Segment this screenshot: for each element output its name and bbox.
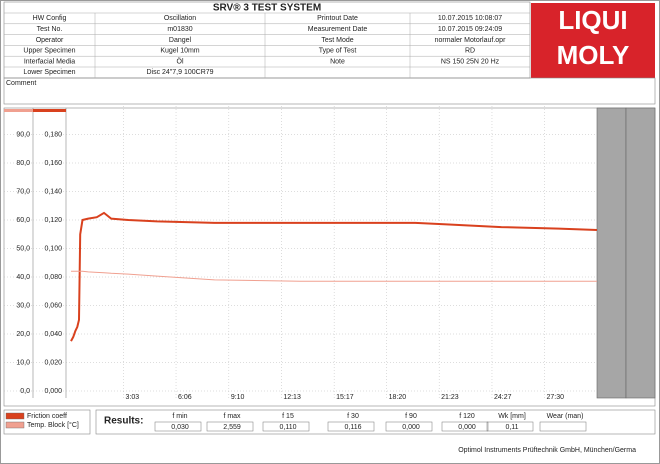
y-tick-label: 0,060 bbox=[44, 302, 62, 309]
result-name: f 30 bbox=[347, 413, 359, 420]
result-box bbox=[486, 421, 534, 432]
header-cell: normaler Motorlauf.opr bbox=[435, 37, 506, 44]
y-tick-label: 0,020 bbox=[44, 359, 62, 366]
y2-tick-label: 40,0 bbox=[16, 274, 30, 281]
results-box bbox=[95, 409, 656, 435]
y-tick-label: 0,040 bbox=[44, 331, 62, 338]
header-cell: Type of Test bbox=[319, 48, 357, 55]
comment-label: Comment bbox=[6, 80, 36, 87]
gray-panel bbox=[596, 107, 627, 399]
header-cell: Test No. bbox=[37, 26, 63, 33]
legend-label: Friction coeff bbox=[27, 413, 67, 420]
header-frame bbox=[3, 1, 531, 79]
y2-tick-label: 80,0 bbox=[16, 160, 30, 167]
data-line bbox=[71, 270, 597, 282]
x-tick-label: 24:27 bbox=[494, 394, 512, 401]
y2-tick-label: 90,0 bbox=[16, 131, 30, 138]
x-tick-label: 18:20 bbox=[389, 394, 407, 401]
y-tick-label: 0,120 bbox=[44, 217, 62, 224]
data-line bbox=[70, 211, 598, 342]
y-tick-label: 0,100 bbox=[44, 245, 62, 252]
result-value: 0,000 bbox=[402, 424, 420, 431]
logo-text: MOLY bbox=[557, 40, 630, 70]
result-box bbox=[327, 421, 375, 432]
header-cell: Öl bbox=[177, 57, 184, 65]
result-name: Wear (man) bbox=[547, 413, 584, 420]
result-box bbox=[441, 421, 489, 432]
header-cell: NS 150 25N 20 Hz bbox=[441, 58, 500, 65]
result-value: 2,559 bbox=[223, 424, 241, 431]
legend-label: Temp. Block [°C] bbox=[27, 421, 79, 429]
y2-tick-label: 0,0 bbox=[20, 388, 30, 395]
result-box bbox=[154, 421, 202, 432]
y2-tick-label: 10,0 bbox=[16, 359, 30, 366]
y2-tick-label: 30,0 bbox=[16, 302, 30, 309]
header-cell: Disc 24"7,9 100CR79 bbox=[146, 69, 213, 76]
result-name: f 90 bbox=[405, 413, 417, 420]
report-title: SRV® 3 TEST SYSTEM bbox=[213, 3, 321, 14]
header-cell: Printout Date bbox=[317, 15, 358, 22]
y2-tick-label: 70,0 bbox=[16, 188, 30, 195]
axis-color-bar bbox=[4, 109, 33, 112]
result-box bbox=[385, 421, 433, 432]
axis-color-bar bbox=[33, 109, 66, 112]
gray-panel bbox=[625, 107, 656, 399]
header-cell: RD bbox=[465, 48, 475, 55]
result-name: f 15 bbox=[282, 413, 294, 420]
footer: Optimol Instruments Prüftechnik GmbH, Mü… bbox=[458, 447, 636, 454]
result-name: Wk [mm] bbox=[498, 413, 526, 420]
x-tick-label: 27:30 bbox=[546, 394, 564, 401]
logo-box bbox=[531, 3, 655, 78]
header-cell: 10.07.2015 09:24:09 bbox=[438, 26, 502, 33]
y2-tick-label: 60,0 bbox=[16, 217, 30, 224]
result-name: f min bbox=[172, 413, 187, 420]
x-tick-label: 3:03 bbox=[126, 394, 140, 401]
result-value: 0,116 bbox=[345, 424, 362, 431]
x-tick-label: 6:06 bbox=[178, 394, 192, 401]
header-cell: Note bbox=[330, 58, 345, 65]
header-cell: HW Config bbox=[33, 15, 67, 22]
result-box bbox=[539, 421, 587, 432]
header-cell: Measurement Date bbox=[308, 26, 368, 33]
y2-tick-label: 20,0 bbox=[16, 331, 30, 338]
header-cell: Operator bbox=[36, 37, 64, 44]
result-box bbox=[262, 421, 310, 432]
y-tick-label: 0,080 bbox=[44, 274, 62, 281]
legend-swatch bbox=[5, 421, 25, 429]
header-cell: Test Mode bbox=[321, 37, 353, 44]
header-cell: Interfacial Media bbox=[24, 58, 75, 65]
y-tick-label: 0,140 bbox=[44, 188, 62, 195]
result-value: 0,000 bbox=[458, 424, 476, 431]
result-value: 0,030 bbox=[171, 424, 189, 431]
result-value: 0,11 bbox=[505, 424, 518, 431]
legend-swatch bbox=[5, 412, 25, 420]
result-name: f 120 bbox=[459, 413, 475, 420]
header-cell: 10.07.2015 10:08:07 bbox=[438, 15, 502, 22]
header-cell: Dangel bbox=[169, 37, 192, 44]
header-cell: m01830 bbox=[167, 26, 192, 33]
y-tick-label: 0,180 bbox=[44, 131, 62, 138]
header-cell: Upper Specimen bbox=[23, 48, 75, 55]
result-name: f max bbox=[223, 413, 241, 420]
y2-tick-label: 50,0 bbox=[16, 245, 30, 252]
result-value: 0,110 bbox=[280, 424, 297, 431]
x-tick-label: 12:13 bbox=[283, 394, 301, 401]
x-tick-label: 15:17 bbox=[336, 394, 354, 401]
y-tick-label: 0,160 bbox=[44, 160, 62, 167]
y-tick-label: 0,000 bbox=[44, 388, 62, 395]
result-box bbox=[206, 421, 254, 432]
logo-text: LIQUI bbox=[558, 5, 627, 35]
x-tick-label: 9:10 bbox=[231, 394, 245, 401]
header-cell: Kugel 10mm bbox=[160, 48, 199, 55]
results-label: Results: bbox=[104, 416, 143, 427]
header-cell: Oscillation bbox=[164, 15, 196, 22]
x-tick-label: 21:23 bbox=[441, 394, 459, 401]
header-cell: Lower Specimen bbox=[23, 69, 75, 76]
legend-box bbox=[3, 409, 91, 435]
